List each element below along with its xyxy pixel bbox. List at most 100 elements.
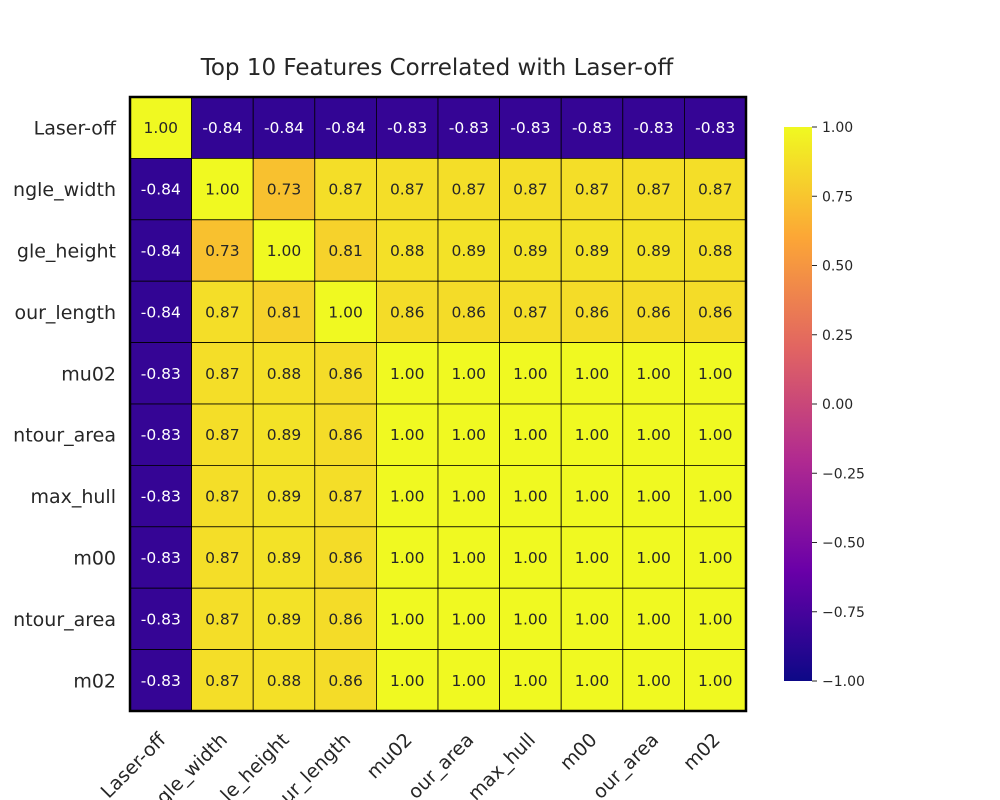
cell-value-label: 1.00 xyxy=(575,488,610,506)
cell-value-label: 1.00 xyxy=(513,672,548,690)
heatmap-cell xyxy=(622,403,685,466)
colorbar-tick-label: 0.50 xyxy=(822,259,853,275)
cell-value-label: 0.87 xyxy=(698,181,733,199)
cell-value-label: 0.88 xyxy=(267,365,302,383)
heatmap-cell xyxy=(437,280,500,344)
cell-value-label: 0.87 xyxy=(205,672,240,690)
cell-value-label: 1.00 xyxy=(390,488,425,506)
heatmap-frame xyxy=(128,95,748,713)
cell-value-label: -0.84 xyxy=(326,119,366,137)
heatmap-cell xyxy=(499,649,562,712)
column-tick-label: max_hull xyxy=(464,729,540,800)
cell-value-label: 1.00 xyxy=(390,672,425,690)
cell-value-label: 1.00 xyxy=(452,365,487,383)
heatmap-cell xyxy=(622,649,685,712)
cell-value-label: 0.89 xyxy=(267,488,302,506)
cell-value-label: 0.87 xyxy=(390,181,425,199)
cell-value-label: 1.00 xyxy=(390,426,425,444)
cell-value-label: -0.84 xyxy=(141,303,181,321)
cell-value-label: 0.87 xyxy=(452,181,487,199)
heatmap-cell xyxy=(437,526,500,589)
colorbar-tick-label: −0.25 xyxy=(822,466,865,482)
heatmap-cell xyxy=(560,280,624,344)
heatmap-cell xyxy=(314,526,377,589)
cell-value-label: 1.00 xyxy=(636,549,671,567)
heatmap-cell xyxy=(499,280,562,344)
cell-value-label: -0.83 xyxy=(141,610,181,628)
colorbar-tick-label: −0.75 xyxy=(822,605,865,621)
cell-value-label: 0.89 xyxy=(267,549,302,567)
chart-title: Top 10 Features Correlated with Laser-of… xyxy=(200,55,675,81)
heatmap-cell xyxy=(191,96,254,159)
heatmap-cell xyxy=(684,464,747,528)
cell-value-label: 0.86 xyxy=(698,303,733,321)
heatmap-cell xyxy=(375,403,439,466)
heatmap-cell xyxy=(191,587,254,651)
cell-value-label: 1.00 xyxy=(575,610,610,628)
cell-value-label: 0.89 xyxy=(267,610,302,628)
colorbar-tick-label: 1.00 xyxy=(822,120,853,136)
column-tick-label: our_area xyxy=(589,729,664,800)
cell-value-label: 0.86 xyxy=(328,426,363,444)
heatmap-cell xyxy=(499,342,562,405)
heatmap-cell xyxy=(437,96,500,159)
heatmap-cell xyxy=(191,649,254,712)
cell-value-label: 0.86 xyxy=(390,303,425,321)
heatmap-cell xyxy=(622,280,685,344)
cell-value-label: 0.73 xyxy=(267,181,302,199)
heatmap-cell xyxy=(191,342,254,405)
cell-value-label: 0.87 xyxy=(513,181,548,199)
heatmap-cell-labels: 1.00 -0.84 -0.84 -0.84 -0.83 -0.83 -0.83 -0.83 -… xyxy=(141,119,736,690)
cell-value-label: 0.86 xyxy=(452,303,487,321)
cell-value-label: 1.00 xyxy=(698,488,733,506)
cell-value-label: -0.83 xyxy=(695,119,735,137)
heatmap-cell xyxy=(375,526,439,589)
cell-value-label: -0.83 xyxy=(141,672,181,690)
heatmap-cell xyxy=(622,587,685,651)
cell-value-label: 0.89 xyxy=(513,242,548,260)
cell-value-label: -0.83 xyxy=(449,119,489,137)
row-tick-label: ntour_area xyxy=(13,425,116,447)
heatmap-cell xyxy=(437,464,500,528)
heatmap-cell xyxy=(499,526,562,589)
cell-value-label: 0.87 xyxy=(328,181,363,199)
heatmap-cell xyxy=(314,649,377,712)
cell-value-label: -0.83 xyxy=(387,119,427,137)
colorbar-ticks: 1.00 0.75 0.50 0.25 0.00 −0.25 −0.50 −0.75 −1.00 xyxy=(812,120,865,690)
heatmap-cell xyxy=(129,403,192,466)
heatmap-cell xyxy=(499,587,562,651)
cell-value-label: 1.00 xyxy=(698,610,733,628)
row-tick-label: ntour_area xyxy=(13,609,116,631)
cell-value-label: -0.83 xyxy=(141,426,181,444)
cell-value-label: 1.00 xyxy=(452,426,487,444)
cell-value-label: 1.00 xyxy=(698,549,733,567)
heatmap-cell xyxy=(252,342,316,405)
cell-value-label: 0.87 xyxy=(575,181,610,199)
cell-value-label: 0.88 xyxy=(267,672,302,690)
cell-value-label: 0.87 xyxy=(328,488,363,506)
heatmap-cell xyxy=(129,219,192,282)
heatmap-cell xyxy=(684,280,747,344)
heatmap-cell xyxy=(375,219,439,282)
colorbar-tick-label: 0.75 xyxy=(822,189,853,205)
cell-value-label: 1.00 xyxy=(513,426,548,444)
row-tick-label: m00 xyxy=(73,548,116,570)
cell-value-label: -0.83 xyxy=(510,119,550,137)
heatmap-cell xyxy=(499,464,562,528)
cell-value-label: 1.00 xyxy=(698,672,733,690)
heatmap-cells xyxy=(129,96,747,712)
heatmap-cell xyxy=(191,157,254,221)
cell-value-label: 0.87 xyxy=(205,610,240,628)
heatmap-cell xyxy=(252,219,316,282)
cell-value-label: -0.83 xyxy=(141,365,181,383)
heatmap-cell xyxy=(252,157,316,221)
cell-value-label: -0.84 xyxy=(202,119,242,137)
heatmap-cell xyxy=(375,280,439,344)
cell-value-label: 0.86 xyxy=(328,610,363,628)
cell-value-label: -0.83 xyxy=(634,119,674,137)
cell-value-label: 1.00 xyxy=(636,672,671,690)
column-tick-label: m02 xyxy=(679,729,725,775)
cell-value-label: 1.00 xyxy=(144,119,179,137)
